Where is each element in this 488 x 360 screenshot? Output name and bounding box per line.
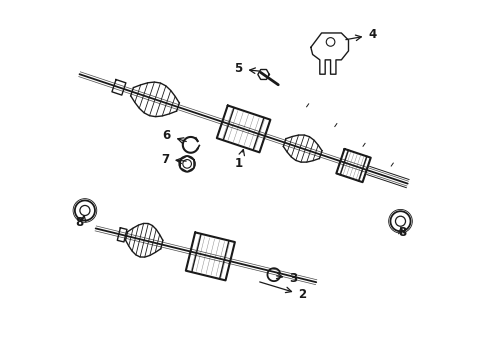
Text: 2: 2	[259, 282, 306, 301]
Text: 1: 1	[235, 149, 244, 170]
Text: 6: 6	[163, 129, 186, 143]
Text: 4: 4	[345, 28, 376, 41]
Text: 8: 8	[75, 216, 83, 229]
Text: 8: 8	[397, 226, 406, 239]
Text: 7: 7	[161, 153, 186, 166]
Text: 5: 5	[234, 62, 259, 75]
Text: 3: 3	[276, 272, 297, 285]
